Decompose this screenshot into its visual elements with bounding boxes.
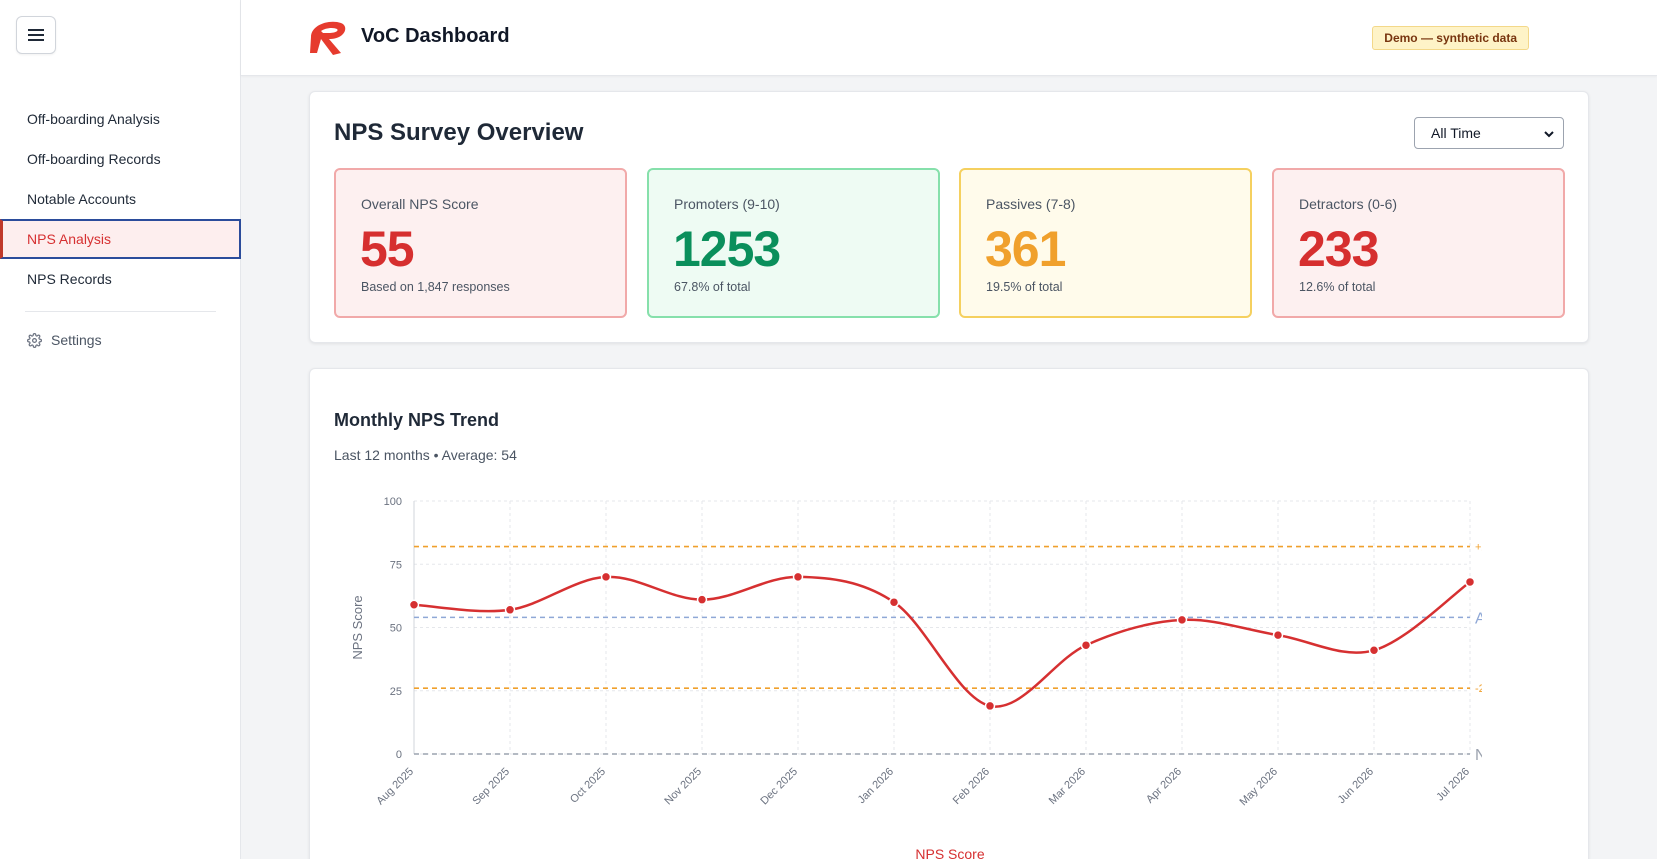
label-clip [1482,489,1512,769]
stat-card-detractors: Detractors (0-6) 233 12.6% of total [1272,168,1565,318]
data-point [408,599,420,610]
sidebar-item-offboarding-records[interactable]: Off-boarding Records [0,139,241,179]
hamburger-icon [28,29,44,41]
x-tick-label: Feb 2026 [951,766,992,807]
x-tick-label: Dec 2025 [758,766,800,808]
y-tick-label: 100 [384,496,402,508]
sidebar-item-nps-records[interactable]: NPS Records [0,259,241,299]
y-tick-label: 25 [390,686,402,698]
series-line-nps-score [413,575,1471,708]
stat-subtext: 67.8% of total [674,280,751,294]
stat-label: Overall NPS Score [361,196,479,212]
data-point [1464,576,1476,588]
nps-trend-chart: 0 25 50 75 100 Aug 2025 Sep 2025 Oct 2025 Nov 20… [350,489,1512,859]
data-point [696,594,708,605]
sidebar-item-label: NPS Analysis [27,231,112,247]
hamburger-menu-button[interactable] [16,16,56,54]
stat-value: 55 [360,221,415,277]
page-title: NPS Survey Overview [334,119,584,146]
brand-logo-icon [310,21,346,55]
demo-badge: Demo — synthetic data [1372,26,1529,50]
x-tick-label: Aug 2025 [374,766,416,808]
data-point [504,604,516,616]
stat-subtext: 19.5% of total [986,280,1063,294]
x-tick-label: Mar 2026 [1047,766,1088,807]
data-point [1368,645,1380,656]
x-tick-label: Jan 2026 [856,766,896,806]
data-point [1176,614,1188,626]
x-tick-label: Jun 2026 [1336,766,1376,806]
data-point [984,700,996,712]
data-point [792,571,804,583]
stat-subtext: 12.6% of total [1299,280,1376,294]
sidebar-item-label: Notable Accounts [27,191,136,207]
period-select-value: All Time [1431,125,1481,141]
stat-value: 1253 [673,221,781,277]
x-tick-label: Sep 2025 [470,766,512,808]
y-tick-label: 50 [390,623,402,635]
stat-value: 361 [985,221,1066,277]
gear-icon [27,332,42,348]
stat-card-nps-score: Overall NPS Score 55 Based on 1,847 resp… [334,168,627,318]
y-axis-label: NPS Score [350,595,365,659]
chart-title: Monthly NPS Trend [334,410,500,430]
sidebar-nav: Off-boarding Analysis Off-boarding Recor… [0,99,241,360]
data-point [600,571,612,583]
period-select[interactable]: All Time [1414,117,1564,149]
sidebar-item-settings[interactable]: Settings [0,320,241,360]
chevron-down-icon [1544,131,1554,138]
x-tick-label: Nov 2025 [662,766,704,808]
stat-value: 233 [1298,221,1379,277]
stat-card-promoters: Promoters (9-10) 1253 67.8% of total [647,168,940,318]
stat-card-passives: Passives (7-8) 361 19.5% of total [959,168,1252,318]
sidebar-item-label: NPS Records [27,271,112,287]
sidebar-item-nps-analysis[interactable]: NPS Analysis [0,219,241,259]
x-tick-label: Oct 2025 [568,766,608,806]
stat-label: Detractors (0-6) [1299,196,1398,212]
stat-subtext: Based on 1,847 responses [361,280,510,294]
data-point [1272,629,1284,641]
sidebar: Off-boarding Analysis Off-boarding Recor… [0,0,241,859]
sidebar-item-label: Off-boarding Records [27,151,161,167]
x-tick-label: Apr 2026 [1144,766,1184,806]
x-tick-label: May 2026 [1237,766,1280,809]
top-header: VoC Dashboard Demo — synthetic data [241,0,1657,76]
stat-label: Promoters (9-10) [674,196,780,212]
stat-label: Passives (7-8) [986,196,1076,212]
data-point [1080,639,1092,651]
nps-trend-card: Monthly NPS Trend Last 12 months • Avera… [309,368,1589,859]
app-title: VoC Dashboard [361,25,510,47]
sidebar-divider [25,311,216,312]
sidebar-item-label: Off-boarding Analysis [27,111,160,127]
chart-subtitle: Last 12 months • Average: 54 [334,447,517,463]
nps-overview-card: NPS Survey Overview All Time Overall NPS… [309,91,1589,343]
sidebar-item-notable-accounts[interactable]: Notable Accounts [0,179,241,219]
legend-item: NPS Score [915,846,984,859]
x-tick-label: Jul 2026 [1434,766,1472,804]
data-point [888,596,900,608]
sidebar-item-offboarding-analysis[interactable]: Off-boarding Analysis [0,99,241,139]
y-tick-label: 75 [390,559,402,571]
settings-label: Settings [51,332,102,348]
y-tick-label: 0 [396,749,402,761]
